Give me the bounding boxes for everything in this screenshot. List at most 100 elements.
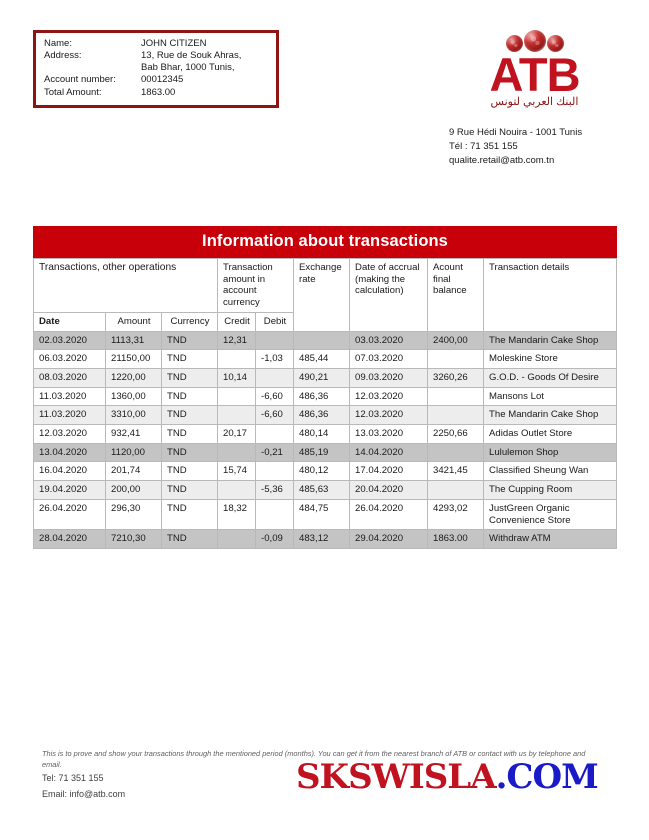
cell-balance <box>427 386 485 407</box>
cell-date: 16.04.2020 <box>33 461 106 482</box>
cell-debit: -0,09 <box>254 529 295 549</box>
cell-credit <box>217 442 256 463</box>
cell-rate: 490,21 <box>293 367 351 388</box>
cell-details: G.O.D. - Goods Of Desire <box>483 367 617 388</box>
header-row-groups: Transactions, other operations Transacti… <box>33 258 617 332</box>
cell-rate: 486,36 <box>293 386 351 407</box>
cell-currency: TND <box>161 442 218 463</box>
cell-credit <box>217 480 256 500</box>
cell-accrual: 29.04.2020 <box>349 529 429 549</box>
customer-info-box: Name: JOHN CITIZEN Address: 13, Rue de S… <box>33 30 279 108</box>
logo-spheres-icon <box>447 28 622 52</box>
cell-date: 12.03.2020 <box>33 424 106 444</box>
cell-balance <box>427 405 485 426</box>
cell-date: 02.03.2020 <box>33 330 106 351</box>
sphere-left-icon <box>505 35 523 52</box>
cell-details: Adidas Outlet Store <box>483 424 617 444</box>
header-currency: Currency <box>161 311 218 332</box>
cell-currency: TND <box>161 461 218 482</box>
cell-balance: 3260,26 <box>427 367 485 388</box>
cell-amount: 932,41 <box>105 424 162 444</box>
table-row: 11.03.2020 3310,00 TND -6,60 486,36 12.03.202… <box>33 405 617 426</box>
cell-rate: 484,75 <box>293 498 351 531</box>
cell-rate: 485,63 <box>293 480 351 500</box>
header-credit: Credit <box>217 311 256 332</box>
cell-details: Mansons Lot <box>483 386 617 407</box>
header-amount: Amount <box>105 311 162 332</box>
cell-details: JustGreen Organic Convenience Store <box>483 498 617 531</box>
bank-address: 9 Rue Hédi Nouira - 1001 Tunis <box>449 127 583 138</box>
cell-credit: 12,31 <box>217 330 256 351</box>
cell-details: Moleskine Store <box>483 349 617 369</box>
cell-amount: 1113,31 <box>105 330 162 351</box>
cell-credit: 10,14 <box>217 367 256 388</box>
cell-accrual: 14.04.2020 <box>349 442 429 463</box>
header-amount-currency-group: Transaction amount in account currency <box>216 258 295 313</box>
cell-credit <box>217 529 256 549</box>
cell-amount: 1220,00 <box>105 367 162 388</box>
table-row: 08.03.2020 1220,00 TND 10,14 490,21 09.03.202… <box>33 367 617 388</box>
cell-currency: TND <box>161 498 218 531</box>
cell-balance: 2250,66 <box>427 424 485 444</box>
footer-disclaimer: This is to prove and show your transacti… <box>42 749 586 770</box>
cell-details: Classified Sheung Wan <box>483 461 617 482</box>
header-row-subs: Date Amount Currency Credit Debit <box>33 311 617 332</box>
cell-accrual: 09.03.2020 <box>349 367 429 388</box>
cell-debit <box>254 330 295 351</box>
cell-amount: 200,00 <box>105 480 162 500</box>
customer-total-row: Total Amount: 1863.00 <box>44 87 268 99</box>
cell-balance <box>427 442 485 463</box>
cell-rate: 480,12 <box>293 461 351 482</box>
cell-currency: TND <box>161 349 218 369</box>
cell-debit: -6,60 <box>254 386 295 407</box>
cell-accrual: 12.03.2020 <box>349 405 429 426</box>
footer-tel: Tel: 71 351 155 <box>42 773 104 784</box>
cell-accrual: 12.03.2020 <box>349 386 429 407</box>
cell-date: 11.03.2020 <box>33 386 106 407</box>
cell-amount: 1360,00 <box>105 386 162 407</box>
cell-credit: 20,17 <box>217 424 256 444</box>
cell-details: The Cupping Room <box>483 480 617 500</box>
cell-debit <box>254 461 295 482</box>
table-row: 26.04.2020 296,30 TND 18,32 484,75 26.04.2020… <box>33 498 617 531</box>
cell-debit <box>254 424 295 444</box>
cell-balance: 2400,00 <box>427 330 485 351</box>
cell-accrual: 03.03.2020 <box>349 330 429 351</box>
cell-currency: TND <box>161 424 218 444</box>
cell-currency: TND <box>161 330 218 351</box>
cell-accrual: 07.03.2020 <box>349 349 429 369</box>
cell-details: Withdraw ATM <box>483 529 617 549</box>
header-exchange-rate: Exchange rate <box>293 258 351 332</box>
cell-date: 08.03.2020 <box>33 367 106 388</box>
cell-credit: 15,74 <box>217 461 256 482</box>
header-date: Date <box>33 311 106 332</box>
cell-rate: 483,12 <box>293 529 351 549</box>
cell-rate: 485,19 <box>293 442 351 463</box>
footer: This is to prove and show your transacti… <box>42 748 602 801</box>
cell-amount: 201,74 <box>105 461 162 482</box>
cell-rate: 485,44 <box>293 349 351 369</box>
header-transactions-group: Transactions, other operations <box>33 258 218 313</box>
customer-account-row: Account number: 00012345 <box>44 74 268 86</box>
customer-address-label: Address: <box>44 50 82 62</box>
cell-date: 28.04.2020 <box>33 529 106 549</box>
table-row: 28.04.2020 7210,30 TND -0,09 483,12 29.04.202… <box>33 529 617 549</box>
table-row: 12.03.2020 932,41 TND 20,17 480,14 13.03.2020… <box>33 424 617 444</box>
table-body: 02.03.2020 1113,31 TND 12,31 03.03.2020 2400,… <box>33 330 617 549</box>
header-account-final-balance: Acount final balance <box>427 258 485 332</box>
customer-account-value: 00012345 <box>141 74 184 86</box>
cell-details: The Mandarin Cake Shop <box>483 330 617 351</box>
table-row: 02.03.2020 1113,31 TND 12,31 03.03.2020 2400,… <box>33 330 617 351</box>
cell-date: 13.04.2020 <box>33 442 106 463</box>
cell-balance: 4293,02 <box>427 498 485 531</box>
cell-rate: 480,14 <box>293 424 351 444</box>
cell-credit <box>217 405 256 426</box>
cell-balance: 3421,45 <box>427 461 485 482</box>
table-row: 06.03.2020 21150,00 TND -1,03 485,44 07.03.20… <box>33 349 617 369</box>
cell-balance <box>427 349 485 369</box>
cell-date: 26.04.2020 <box>33 498 106 531</box>
atb-wordmark: ATB <box>489 48 580 101</box>
cell-amount: 3310,00 <box>105 405 162 426</box>
atb-arabic-name: البنك العربي لتونس <box>490 96 579 109</box>
table-row: 11.03.2020 1360,00 TND -6,60 486,36 12.03.202… <box>33 386 617 407</box>
